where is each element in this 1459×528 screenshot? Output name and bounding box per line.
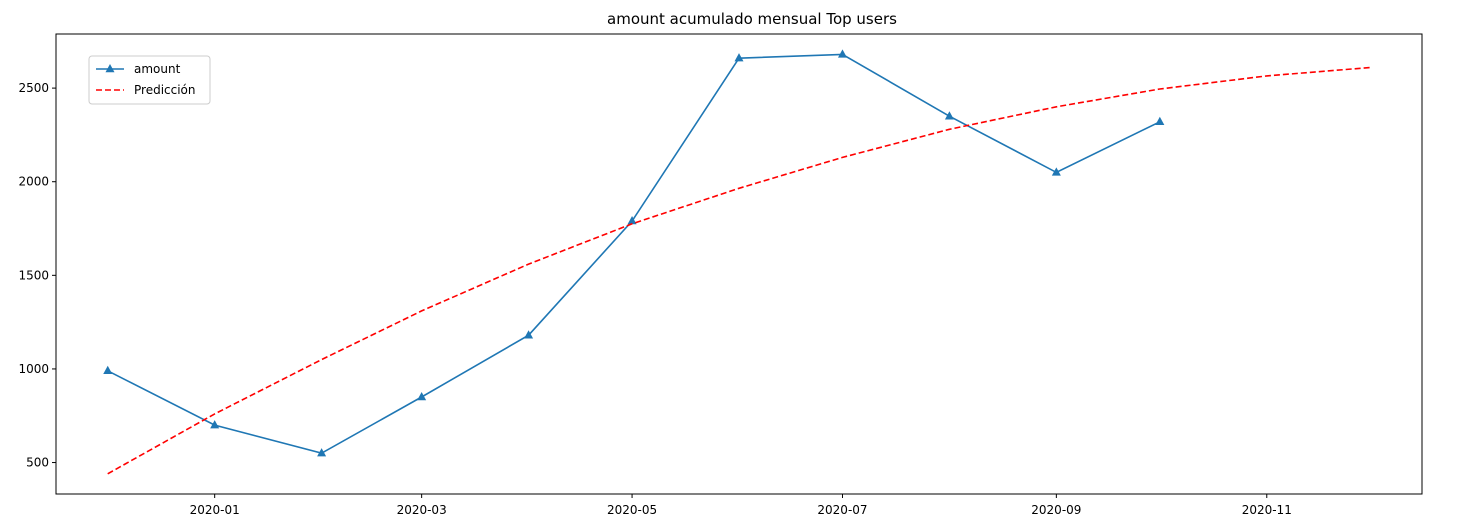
legend-marker-amount bbox=[105, 64, 115, 73]
x-tick-label: 2020-03 bbox=[397, 503, 447, 517]
y-tick-label: 500 bbox=[26, 456, 49, 470]
plot-frame bbox=[55, 33, 1423, 495]
legend-label-prediccion: Predicción bbox=[134, 83, 196, 97]
x-tick-label: 2020-07 bbox=[817, 503, 867, 517]
data-point-marker bbox=[417, 392, 427, 401]
y-axis: 500 1000 1500 2000 2500 bbox=[18, 81, 56, 470]
data-point-marker bbox=[103, 365, 113, 375]
series-line-amount bbox=[107, 53, 1161, 455]
data-point-marker bbox=[524, 330, 534, 339]
y-tick-label: 2000 bbox=[18, 175, 49, 189]
x-tick-label: 2020-01 bbox=[190, 503, 240, 517]
x-tick-label: 2020-05 bbox=[607, 503, 657, 517]
legend: amount Predicción bbox=[88, 55, 211, 105]
data-point-marker bbox=[210, 420, 220, 429]
series-layer bbox=[103, 49, 1371, 475]
y-tick-label: 2500 bbox=[18, 81, 49, 95]
x-axis: 2020-01 2020-03 2020-05 2020-07 2020-09 2020-… bbox=[190, 494, 1292, 517]
data-point-marker bbox=[837, 49, 847, 58]
y-tick-label: 1000 bbox=[18, 362, 49, 376]
x-tick-label: 2020-09 bbox=[1031, 503, 1081, 517]
y-tick-label: 1500 bbox=[18, 268, 49, 282]
data-point-marker bbox=[1051, 167, 1061, 176]
legend-box bbox=[88, 55, 211, 105]
data-point-marker bbox=[627, 216, 637, 225]
x-tick-label: 2020-11 bbox=[1242, 503, 1292, 517]
data-point-marker bbox=[944, 111, 954, 120]
chart-title: amount acumulado mensual Top users bbox=[607, 10, 897, 28]
legend-label-amount: amount bbox=[134, 62, 181, 76]
data-point-marker bbox=[1155, 116, 1165, 126]
series-line-prediccion bbox=[107, 66, 1371, 475]
data-point-marker bbox=[734, 53, 744, 62]
data-point-marker bbox=[317, 448, 327, 457]
